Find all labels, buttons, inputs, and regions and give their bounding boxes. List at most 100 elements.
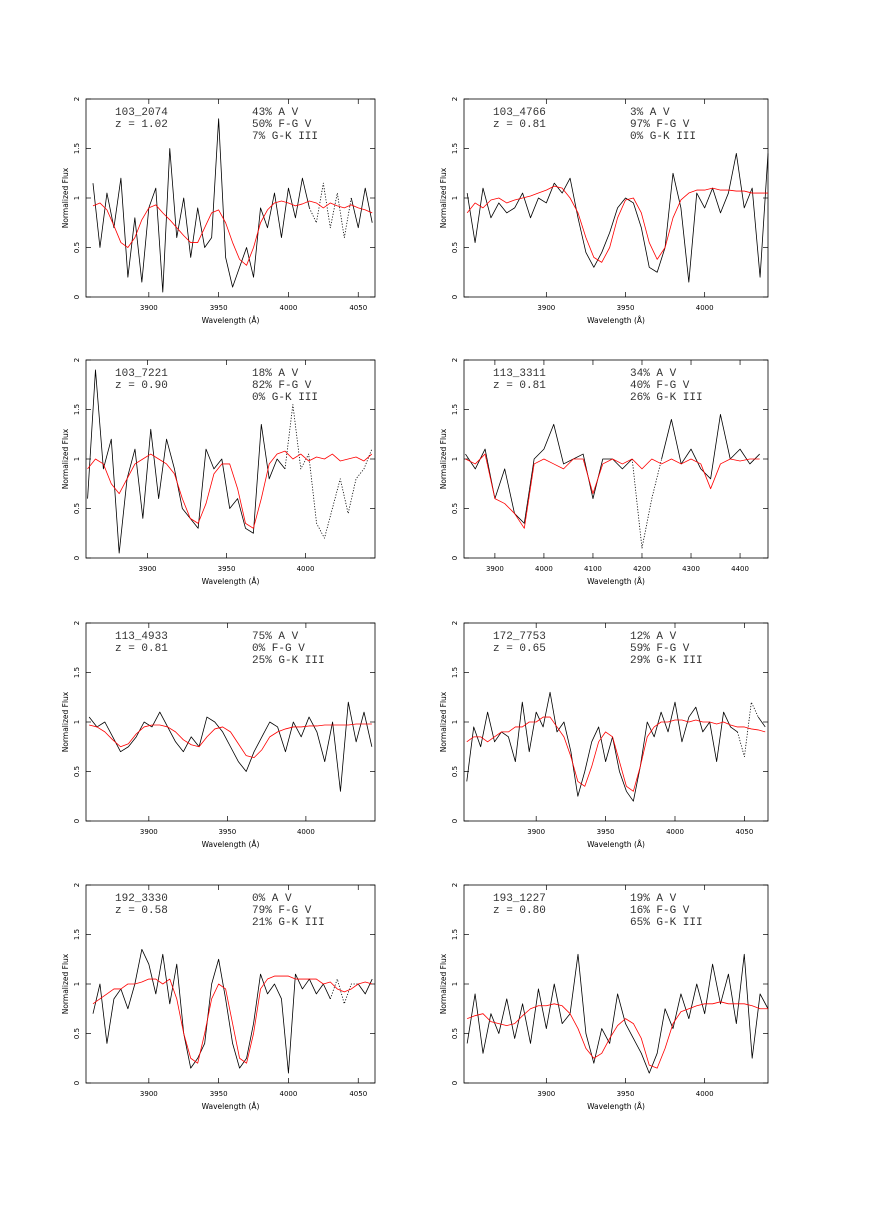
spectrum-line [466,153,769,283]
redshift: z = 0.65 [493,643,546,655]
spectrum-line [92,948,373,1074]
x-axis-label: Wavelength (Å) [202,577,260,586]
y-tick-label: 0.5 [73,1028,81,1039]
y-axis-label: Normalized Flux [439,428,448,489]
x-tick-label: 4000 [535,565,553,573]
spectrum-line [89,723,372,759]
spectrum-line [465,453,760,529]
x-tick-label: 3900 [140,1090,158,1098]
y-tick-label: 1.5 [451,667,459,678]
x-axis-label: Wavelength (Å) [587,577,645,586]
object-id: 113_4933 [115,631,168,643]
y-tick-label: 0.5 [73,503,81,514]
composition: 16% F-G V [630,905,690,917]
object-id: 103_2074 [115,107,168,119]
spectrum-line [329,978,359,1005]
object-id: 193_1227 [493,893,546,905]
x-tick-label: 3950 [597,828,615,836]
spectrum-line [284,404,373,539]
composition: 0% F-G V [252,643,305,655]
x-tick-label: 3950 [210,1090,228,1098]
composition: 82% F-G V [252,380,312,392]
redshift: z = 0.81 [493,119,546,131]
x-tick-label: 4000 [280,304,298,312]
composition: 34% A V [630,368,677,380]
x-tick-label: 4050 [735,828,753,836]
y-tick-label: 0 [451,1081,459,1085]
composition: 29% G-K III [630,655,703,667]
x-tick-label: 4000 [696,304,714,312]
object-id: 172_7753 [493,631,546,643]
y-tick-label: 0 [451,819,459,823]
x-tick-label: 3950 [210,304,228,312]
y-tick-label: 1 [451,720,459,724]
composition: 18% A V [252,368,299,380]
y-tick-label: 1.5 [73,929,81,940]
composition: 65% G-K III [630,917,703,929]
object-id: 192_3330 [115,893,168,905]
composition: 0% G-K III [630,131,696,143]
y-tick-label: 1.5 [451,929,459,940]
composition: 3% A V [630,107,670,119]
y-tick-label: 0 [451,295,459,299]
composition: 59% F-G V [630,643,690,655]
x-tick-label: 4100 [584,565,602,573]
x-tick-label: 3950 [218,828,236,836]
x-tick-label: 3950 [218,565,236,573]
y-tick-label: 0.5 [73,766,81,777]
x-tick-label: 3900 [140,304,158,312]
x-tick-label: 3900 [537,304,555,312]
y-axis-label: Normalized Flux [61,953,70,1014]
x-tick-label: 4000 [297,828,315,836]
y-tick-label: 0.5 [73,242,81,253]
x-tick-label: 4000 [666,828,684,836]
composition: 12% A V [630,631,677,643]
composition: 0% G-K III [252,392,318,404]
object-id: 103_4766 [493,107,546,119]
spectrum-line [87,369,286,554]
y-tick-label: 2 [73,97,81,101]
y-tick-label: 2 [451,97,459,101]
spectrum-line [466,716,766,792]
y-axis-label: Normalized Flux [61,691,70,752]
y-tick-label: 2 [73,358,81,362]
spectrum-line [467,1001,768,1069]
y-tick-label: 0.5 [451,1028,459,1039]
x-tick-label: 4200 [633,565,651,573]
y-tick-label: 1.5 [73,667,81,678]
composition: 7% G-K III [252,131,318,143]
composition: 40% F-G V [630,380,690,392]
x-axis-label: Wavelength (Å) [202,316,260,325]
redshift: z = 1.02 [115,119,168,131]
y-tick-label: 1 [451,982,459,986]
composition: 75% A V [252,631,299,643]
x-tick-label: 3950 [617,304,635,312]
y-axis-label: Normalized Flux [61,167,70,228]
y-tick-label: 1 [451,196,459,200]
y-tick-label: 0 [73,295,81,299]
y-tick-label: 1.5 [73,404,81,415]
y-tick-label: 2 [451,883,459,887]
y-tick-label: 1 [73,196,81,200]
y-tick-label: 0 [73,556,81,560]
x-axis-label: Wavelength (Å) [587,840,645,849]
x-tick-label: 4400 [731,565,749,573]
y-tick-label: 2 [451,621,459,625]
composition: 25% G-K III [252,655,325,667]
x-axis-label: Wavelength (Å) [587,1102,645,1111]
y-tick-label: 1 [73,720,81,724]
composition: 19% A V [630,893,677,905]
redshift: z = 0.80 [493,905,546,917]
object-id: 113_3311 [493,368,546,380]
x-tick-label: 4000 [280,1090,298,1098]
redshift: z = 0.90 [115,380,168,392]
composition: 50% F-G V [252,119,312,131]
y-axis-label: Normalized Flux [439,167,448,228]
spectrum-line [92,975,373,1064]
spectrum-line [87,450,373,529]
composition: 0% A V [252,893,292,905]
y-tick-label: 0.5 [451,766,459,777]
y-tick-label: 0 [451,556,459,560]
